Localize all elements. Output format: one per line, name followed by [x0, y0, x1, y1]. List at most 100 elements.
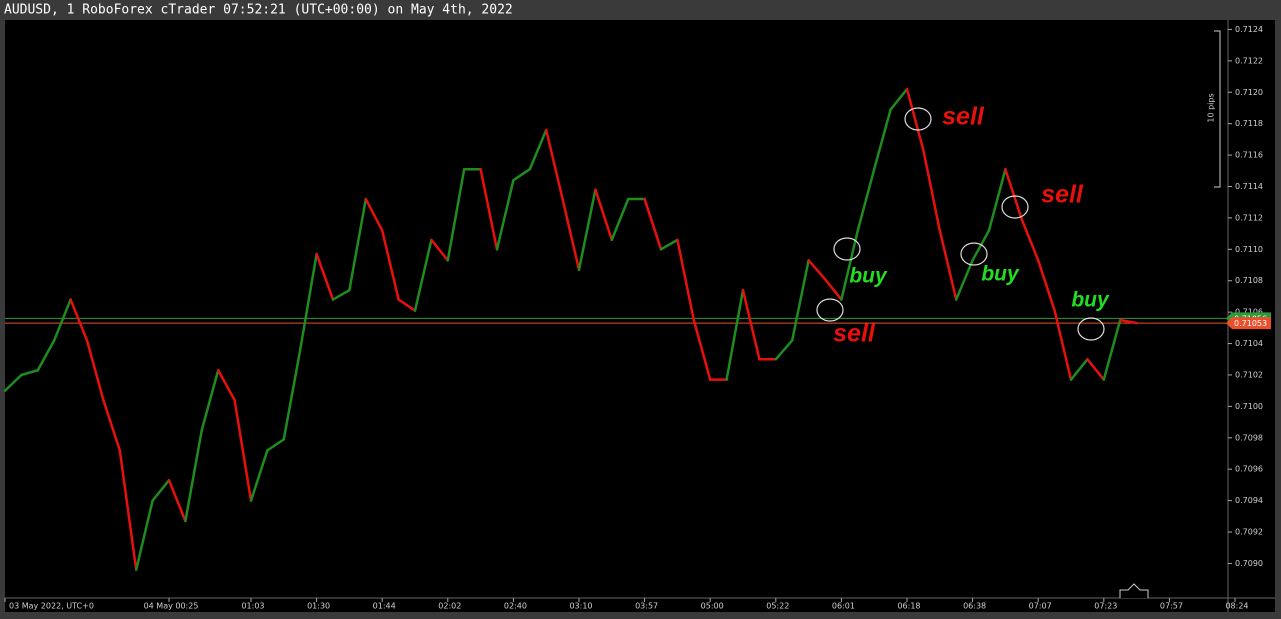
x-tick-label: 05:00 — [701, 602, 724, 611]
line-segment — [3, 373, 23, 392]
signal-label: sell — [942, 103, 985, 131]
y-tick-label: 0.7124 — [1235, 25, 1263, 34]
y-tick-label: 0.7122 — [1235, 56, 1263, 65]
y-tick-label: 0.7116 — [1235, 151, 1263, 160]
y-tick-label: 0.7094 — [1235, 496, 1263, 505]
line-segment — [643, 197, 663, 251]
line-segment — [528, 128, 548, 171]
price-tag-label: 0.71053 — [1234, 319, 1267, 328]
y-tick-label: 0.7098 — [1235, 433, 1263, 442]
x-tick-label: 04 May 00:25 — [144, 602, 199, 611]
x-tick-label: 07:23 — [1094, 602, 1117, 611]
y-tick-label: 0.7092 — [1235, 528, 1263, 537]
x-tick-label: 03 May 2022, UTC+0 — [9, 602, 94, 611]
line-segment — [298, 252, 318, 352]
y-tick-label: 0.7090 — [1235, 559, 1263, 568]
line-segment — [1020, 218, 1040, 262]
line-segment — [823, 277, 843, 301]
line-segment — [725, 288, 745, 381]
y-tick-label: 0.7112 — [1235, 213, 1263, 222]
y-tick-label: 0.7104 — [1235, 339, 1263, 348]
line-segment — [741, 288, 761, 361]
line-segment — [134, 499, 154, 571]
line-segment — [495, 178, 515, 251]
line-segment — [1004, 167, 1024, 221]
line-segment — [577, 188, 597, 271]
signal-label: sell — [1041, 181, 1084, 209]
line-segment — [266, 438, 286, 452]
pips-label: 10 pips — [1207, 93, 1216, 122]
y-tick-label: 0.7100 — [1235, 402, 1263, 411]
y-tick-label: 0.7114 — [1235, 182, 1263, 191]
line-segment — [20, 369, 40, 377]
x-tick-label: 02:02 — [438, 602, 461, 611]
y-tick-label: 0.7102 — [1235, 370, 1263, 379]
x-tick-label: 06:01 — [832, 602, 855, 611]
x-tick-label: 07:57 — [1160, 602, 1183, 611]
line-segment — [52, 298, 72, 342]
pips-bracket — [1214, 30, 1221, 188]
x-tick-label: 07:07 — [1029, 602, 1052, 611]
signal-label: buy — [849, 265, 888, 288]
line-segment — [446, 167, 466, 262]
line-segment — [987, 167, 1007, 232]
signal-circle — [816, 298, 844, 322]
line-segment — [102, 398, 122, 452]
line-segment — [348, 197, 368, 292]
line-segment — [594, 188, 614, 242]
y-tick-label: 0.7120 — [1235, 88, 1263, 97]
line-segment — [790, 259, 810, 342]
x-tick-label: 08:24 — [1225, 602, 1248, 611]
line-segment — [1069, 358, 1089, 381]
line-segment — [200, 369, 220, 432]
signal-circle — [1077, 317, 1105, 341]
line-segment — [151, 478, 171, 502]
x-tick-label: 01:03 — [241, 602, 264, 611]
y-tick-label: 0.7106 — [1235, 308, 1263, 317]
line-segment — [610, 197, 630, 242]
signal-circle — [1001, 195, 1029, 219]
y-tick-label: 0.7108 — [1235, 276, 1263, 285]
signal-circle — [833, 237, 861, 261]
line-segment — [971, 229, 991, 262]
line-segment — [905, 87, 925, 152]
x-tick-label: 05:22 — [766, 602, 789, 611]
signal-circle — [960, 242, 988, 266]
line-segment — [413, 238, 433, 312]
line-segment — [184, 428, 204, 523]
price-axis — [1228, 20, 1275, 598]
line-segment — [69, 298, 89, 342]
line-segment — [282, 348, 302, 441]
line-segment — [118, 449, 138, 571]
line-segment — [807, 259, 827, 281]
y-tick-label: 0.7118 — [1235, 119, 1263, 128]
x-tick-label: 03:10 — [569, 602, 592, 611]
signal-circle — [904, 107, 932, 131]
line-segment — [872, 108, 892, 171]
line-segment — [233, 398, 253, 502]
line-segment — [331, 288, 351, 301]
line-segment — [479, 167, 499, 251]
y-tick-label: 0.7096 — [1235, 465, 1263, 474]
x-tick-label: 01:44 — [373, 602, 396, 611]
scroll-handle[interactable] — [1119, 583, 1149, 598]
chart-title: AUDUSD, 1 RoboForex cTrader 07:52:21 (UT… — [4, 3, 513, 18]
line-segment — [315, 252, 335, 301]
price-tag — [1226, 317, 1271, 330]
signal-label: sell — [833, 320, 876, 348]
x-tick-label: 02:40 — [504, 602, 527, 611]
line-segment — [364, 197, 384, 232]
line-segment — [938, 229, 958, 301]
line-segment — [85, 339, 105, 402]
line-segment — [659, 238, 679, 251]
line-segment — [36, 339, 56, 372]
line-segment — [774, 339, 794, 361]
line-segment — [1053, 309, 1073, 381]
line-segment — [1086, 358, 1106, 381]
x-tick-label: 03:57 — [635, 602, 658, 611]
line-segment — [216, 369, 236, 402]
line-segment — [856, 167, 876, 232]
line-segment — [1118, 318, 1138, 325]
